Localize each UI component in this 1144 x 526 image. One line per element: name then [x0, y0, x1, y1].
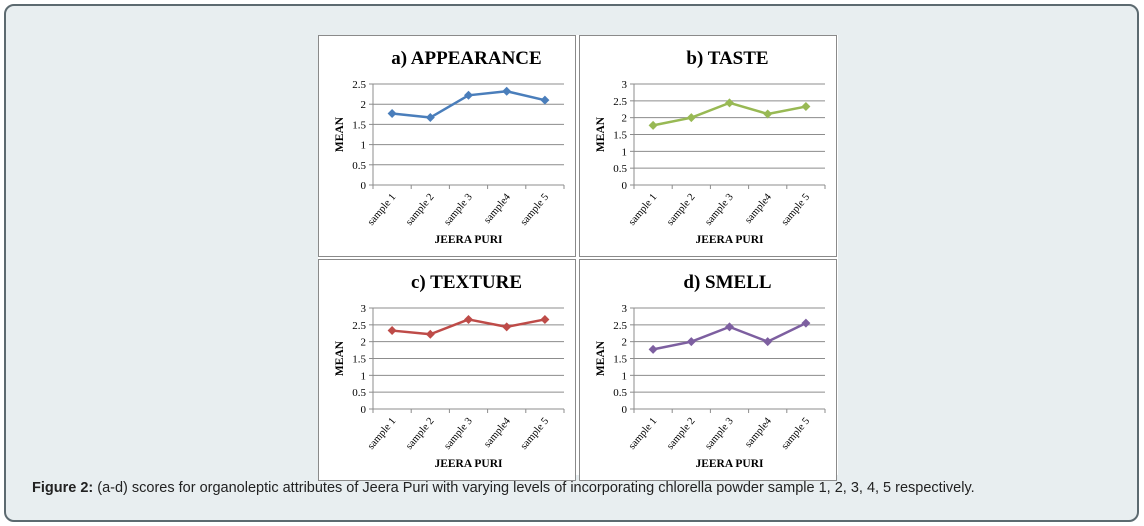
data-point	[540, 95, 550, 105]
y-tick-label: 1	[361, 140, 367, 152]
x-tick-label: sample 5	[780, 416, 813, 452]
x-axis-title: JEERA PURI	[434, 458, 503, 470]
x-tick-label: sample 1	[627, 416, 660, 452]
data-point	[686, 113, 696, 123]
chart-title: b) TASTE	[686, 48, 768, 69]
y-tick-label: 1.5	[352, 119, 366, 131]
x-tick-label: sample 3	[703, 192, 736, 228]
chart-title: c) TEXTURE	[411, 272, 522, 293]
chart-title: a) APPEARANCE	[391, 48, 541, 69]
data-point	[387, 326, 397, 336]
y-tick-label: 0.5	[352, 160, 366, 172]
x-tick-label: sample 3	[703, 416, 736, 452]
x-tick-label: sample 5	[519, 416, 552, 452]
y-tick-label: 3	[361, 303, 367, 315]
x-tick-label: sample 5	[780, 192, 813, 228]
y-tick-label: 2.5	[352, 320, 366, 332]
chart-panel-smell: d) SMELL 0 0.5 1 1.5 2 2.5 3 sample 1 sample 2 sam…	[579, 259, 837, 481]
data-point	[763, 337, 773, 347]
y-tick-label: 2.5	[613, 96, 627, 108]
data-point	[502, 86, 512, 96]
y-tick-label: 3	[622, 303, 628, 315]
data-point	[801, 102, 811, 112]
x-tick-label: sample4	[743, 191, 774, 225]
figure-caption-label: Figure 2:	[32, 480, 94, 496]
x-tick-label: sample 1	[627, 192, 660, 228]
y-tick-label: 2	[622, 337, 628, 349]
figure-frame: a) APPEARANCE 0 0.5 1 1.5 2 2.5 sample 1 sample …	[4, 4, 1139, 522]
x-axis-title: JEERA PURI	[695, 234, 764, 246]
x-tick-label: sample4	[743, 415, 774, 449]
y-tick-label: 2.5	[613, 320, 627, 332]
data-point	[540, 314, 550, 324]
figure-caption: Figure 2: (a-d) scores for organoleptic …	[32, 480, 1112, 496]
y-axis-title: MEAN	[334, 116, 346, 152]
y-tick-label: 2	[622, 113, 628, 125]
data-point	[686, 337, 696, 347]
figure-caption-text: (a-d) scores for organoleptic attributes…	[93, 480, 975, 496]
y-tick-label: 1	[361, 370, 367, 382]
y-tick-label: 1.5	[613, 354, 627, 366]
data-point	[648, 344, 658, 354]
x-tick-label: sample 3	[442, 192, 475, 228]
y-tick-label: 2	[361, 337, 367, 349]
data-point	[725, 98, 734, 108]
data-point	[502, 322, 512, 332]
chart-grid: a) APPEARANCE 0 0.5 1 1.5 2 2.5 sample 1 sample …	[318, 35, 838, 481]
y-axis-title: MEAN	[595, 116, 607, 152]
x-tick-label: sample4	[482, 191, 513, 225]
x-tick-label: sample 1	[366, 416, 399, 452]
x-axis-title: JEERA PURI	[434, 234, 503, 246]
data-point	[425, 329, 435, 339]
y-axis-title: MEAN	[334, 340, 346, 376]
y-tick-label: 1	[622, 370, 628, 382]
y-tick-label: 0	[361, 180, 367, 192]
data-point	[648, 120, 658, 130]
data-point	[725, 322, 734, 332]
x-tick-label: sample 2	[665, 192, 698, 228]
x-tick-label: sample 5	[519, 192, 552, 228]
data-point	[763, 109, 773, 119]
y-tick-label: 2.5	[352, 79, 366, 91]
x-tick-label: sample 2	[404, 416, 437, 452]
y-tick-label: 3	[622, 79, 628, 91]
y-tick-label: 0.5	[352, 387, 366, 399]
y-tick-label: 0	[622, 180, 628, 192]
y-tick-label: 1	[622, 146, 628, 158]
data-point	[425, 113, 435, 123]
x-axis-title: JEERA PURI	[695, 458, 764, 470]
y-tick-label: 0	[622, 404, 628, 416]
data-point	[801, 318, 811, 328]
y-tick-label: 0.5	[613, 387, 627, 399]
y-tick-label: 0	[361, 404, 367, 416]
x-tick-label: sample 1	[366, 192, 399, 228]
y-tick-label: 1.5	[613, 130, 627, 142]
chart-panel-taste: b) TASTE 0 0.5 1 1.5 2 2.5 3 sample 1 sample 2 sam…	[579, 35, 837, 257]
chart-title: d) SMELL	[683, 272, 771, 293]
data-point	[387, 108, 397, 118]
x-tick-label: sample 2	[404, 192, 437, 228]
data-point	[464, 90, 473, 100]
x-tick-label: sample 3	[442, 416, 475, 452]
x-tick-label: sample4	[482, 415, 513, 449]
y-tick-label: 0.5	[613, 163, 627, 175]
chart-panel-appearance: a) APPEARANCE 0 0.5 1 1.5 2 2.5 sample 1 sample …	[318, 35, 576, 257]
y-tick-label: 1.5	[352, 354, 366, 366]
y-tick-label: 2	[361, 99, 367, 111]
data-point	[464, 314, 473, 324]
x-tick-label: sample 2	[665, 416, 698, 452]
y-axis-title: MEAN	[595, 340, 607, 376]
